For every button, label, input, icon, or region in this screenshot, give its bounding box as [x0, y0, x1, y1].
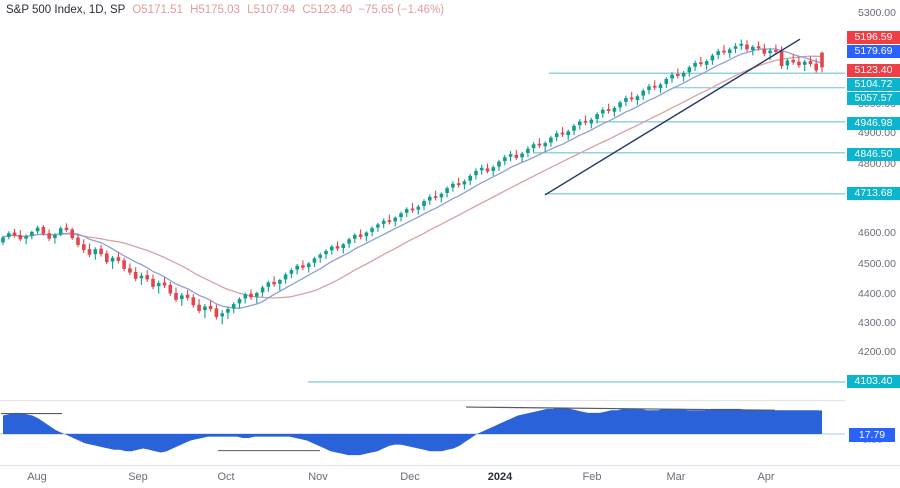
- oscillator-plot: [0, 406, 845, 456]
- level-price-badge[interactable]: 5104.72: [847, 78, 900, 91]
- time-axis-tick: Nov: [308, 471, 328, 483]
- high-value: H5175.03: [190, 4, 240, 16]
- price-axis-tick: 4800.00: [858, 158, 896, 170]
- level-price-badge[interactable]: 4103.40: [847, 375, 900, 388]
- level-price-badge[interactable]: 4946.98: [847, 117, 900, 130]
- low-value: L5107.94: [247, 4, 296, 16]
- level-price-badge[interactable]: 4713.68: [847, 187, 900, 200]
- price-axis-tick: 5300.00: [858, 7, 896, 19]
- time-axis-tick: Dec: [400, 471, 420, 483]
- level-price-badge[interactable]: 5057.57: [847, 92, 900, 105]
- price-pane[interactable]: [0, 0, 845, 400]
- time-axis-tick: Sep: [128, 471, 148, 483]
- last-price-badge[interactable]: 5123.40: [847, 64, 900, 77]
- price-axis-tick: 4300.00: [858, 317, 896, 329]
- symbol-label[interactable]: S&P 500 Index, 1D, SP: [6, 4, 126, 16]
- price-axis-tick: 4600.00: [858, 227, 896, 239]
- time-axis-tick: Feb: [582, 471, 602, 483]
- open-value: O5171.51: [132, 4, 183, 16]
- indicator-price-badge[interactable]: 5179.69: [847, 45, 900, 58]
- close-value: C5123.40: [302, 4, 353, 16]
- price-axis-tick: 4500.00: [858, 258, 896, 270]
- price-axis-tick: 4400.00: [858, 288, 896, 300]
- price-plot: [1, 38, 845, 383]
- price-scale[interactable]: 5300.005000.004900.004800.004600.004500.…: [845, 0, 900, 465]
- oscillator-pane[interactable]: [0, 401, 845, 465]
- price-axis-tick: 4200.00: [858, 346, 896, 358]
- chart-legend: S&P 500 Index, 1D, SP O5171.51 H5175.03 …: [6, 3, 444, 17]
- level-price-badge[interactable]: 4846.50: [847, 148, 900, 161]
- price-axis-tick: 4900.00: [858, 127, 896, 139]
- time-scale[interactable]: Aug Sep Oct Nov Dec 2024 Feb Mar Apr: [0, 465, 900, 488]
- pane-divider: [0, 400, 900, 401]
- time-axis-tick: 2024: [487, 471, 513, 483]
- time-axis-tick: Mar: [666, 471, 686, 483]
- change-value: −75.65 (−1.46%): [358, 4, 445, 16]
- last-price-badge[interactable]: 5196.59: [847, 31, 900, 44]
- time-axis-tick: Apr: [757, 471, 775, 483]
- oscillator-value-badge: 17.79: [849, 428, 895, 442]
- time-axis-tick: Oct: [217, 471, 235, 483]
- time-axis-tick: Aug: [27, 471, 47, 483]
